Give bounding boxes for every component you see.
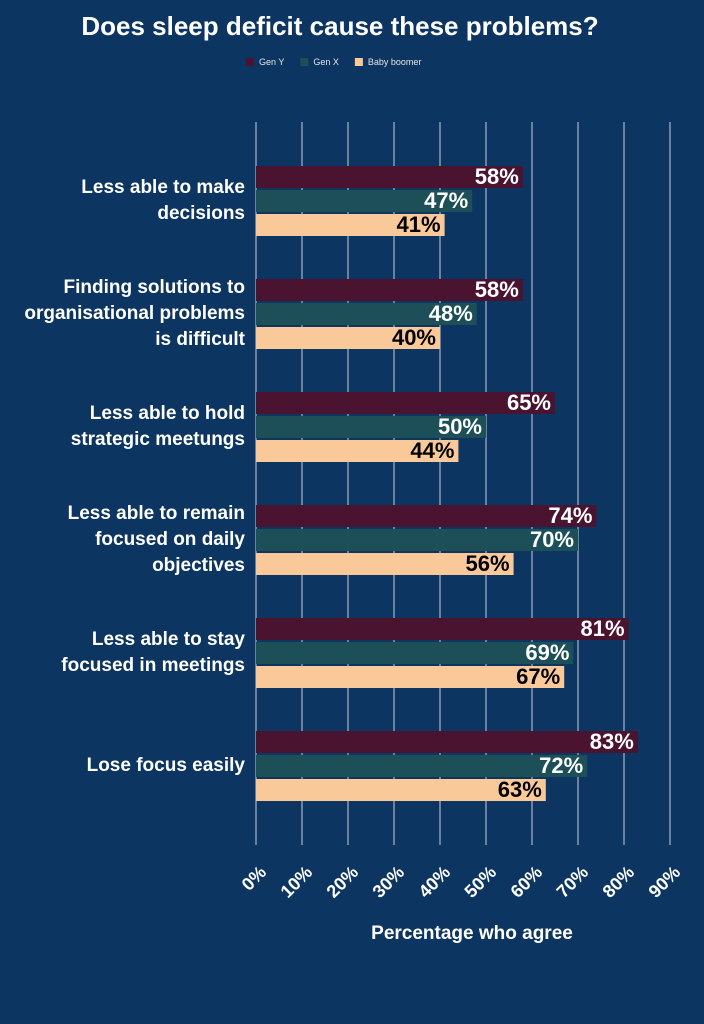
x-tick-label: 0%	[238, 862, 271, 895]
bar	[256, 755, 588, 777]
value-label: 40%	[392, 325, 436, 350]
x-tick-label: 40%	[415, 862, 455, 902]
x-tick-label: 30%	[369, 862, 409, 902]
value-label: 81%	[581, 616, 625, 641]
y-tick-label: Less able to hold strategic meetungs	[70, 403, 245, 450]
bar	[256, 166, 523, 188]
value-label: 50%	[438, 414, 482, 439]
value-label: 67%	[516, 664, 560, 689]
bar	[256, 666, 565, 688]
bar	[256, 440, 459, 462]
value-label: 58%	[475, 277, 519, 302]
bar	[256, 529, 578, 551]
value-label: 56%	[466, 551, 510, 576]
bar	[256, 618, 629, 640]
bar	[256, 731, 638, 753]
y-tick-label: Lose focus easily	[86, 755, 245, 776]
value-label: 63%	[498, 777, 542, 802]
bar	[256, 214, 445, 236]
y-tick-label: Less able to make decisions	[81, 177, 245, 224]
legend-label: Baby boomer	[368, 57, 422, 67]
value-label: 69%	[525, 640, 569, 665]
value-label: 58%	[475, 164, 519, 189]
value-label: 41%	[397, 212, 441, 237]
y-tick-label: Less able to stay focused in meetings	[61, 629, 245, 676]
y-tick-label: Finding solutions to organisational prob…	[24, 277, 245, 350]
x-tick-label: 70%	[553, 862, 593, 902]
bar	[256, 392, 555, 414]
y-tick-label: Less able to remain focused on daily obj…	[67, 503, 245, 576]
legend-label: Gen Y	[259, 57, 284, 67]
legend-swatch	[246, 58, 254, 66]
value-label: 47%	[424, 188, 468, 213]
x-tick-label: 80%	[599, 862, 639, 902]
value-label: 83%	[590, 729, 634, 754]
value-label: 65%	[507, 390, 551, 415]
x-tick-label: 60%	[507, 862, 547, 902]
bar	[256, 279, 523, 301]
bar	[256, 303, 477, 325]
chart-title: Does sleep deficit cause these problems?	[81, 11, 598, 41]
value-label: 72%	[539, 753, 583, 778]
x-tick-label: 10%	[277, 862, 317, 902]
bar	[256, 505, 597, 527]
bar	[256, 327, 440, 349]
bar	[256, 779, 546, 801]
x-tick-label: 90%	[645, 862, 685, 902]
bar	[256, 642, 574, 664]
legend-label: Gen X	[313, 57, 339, 67]
x-axis-label: Percentage who agree	[371, 923, 573, 944]
legend-swatch	[300, 58, 309, 66]
bar	[256, 553, 514, 575]
value-label: 74%	[548, 503, 592, 528]
bar	[256, 190, 473, 212]
value-label: 44%	[410, 438, 454, 463]
value-label: 48%	[429, 301, 473, 326]
legend-swatch	[354, 58, 363, 66]
bar	[256, 416, 486, 438]
x-tick-label: 20%	[323, 862, 363, 902]
value-label: 70%	[530, 527, 574, 552]
x-tick-label: 50%	[461, 862, 501, 902]
